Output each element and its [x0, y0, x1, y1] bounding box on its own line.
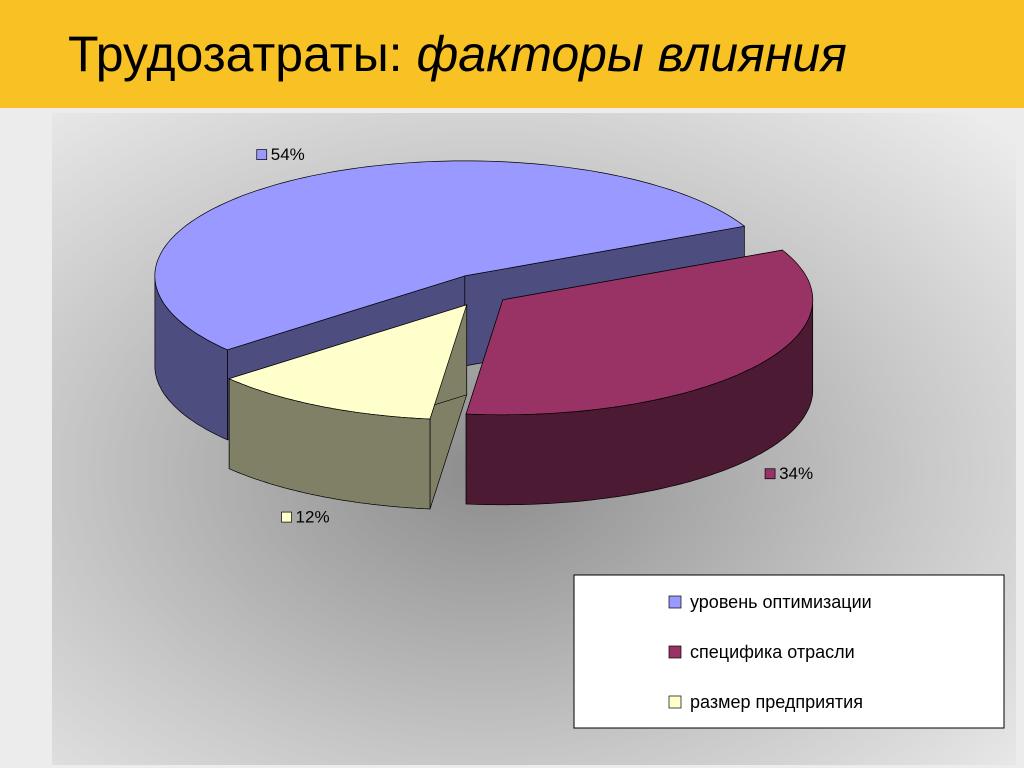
legend-key: [668, 645, 682, 659]
legend-key: [668, 695, 682, 709]
label-key: [764, 468, 776, 480]
data-label: 12%: [296, 508, 330, 527]
legend-box: [573, 574, 1005, 729]
slice-top: [154, 160, 746, 351]
data-label: 34%: [779, 464, 813, 483]
legend-label: размер предприятия: [690, 692, 863, 712]
legend-key: [668, 595, 682, 609]
legend-label: специфика отрасли: [690, 642, 855, 662]
title-italic: факторы влияния: [417, 26, 847, 82]
legend-label: уровень оптимизации: [690, 592, 872, 612]
data-label: 54%: [271, 145, 305, 164]
header-band: [0, 0, 1024, 108]
slice-top: [465, 249, 814, 416]
title-main: Трудозатраты:: [68, 26, 403, 82]
label-key: [281, 511, 292, 523]
slide-title: Трудозатраты: факторы влияния: [68, 26, 847, 82]
label-key: [256, 149, 268, 160]
pie-chart: 54% уровень оптимизации 34% специфика отрас…: [154, 145, 872, 712]
slice-top: [228, 304, 468, 420]
